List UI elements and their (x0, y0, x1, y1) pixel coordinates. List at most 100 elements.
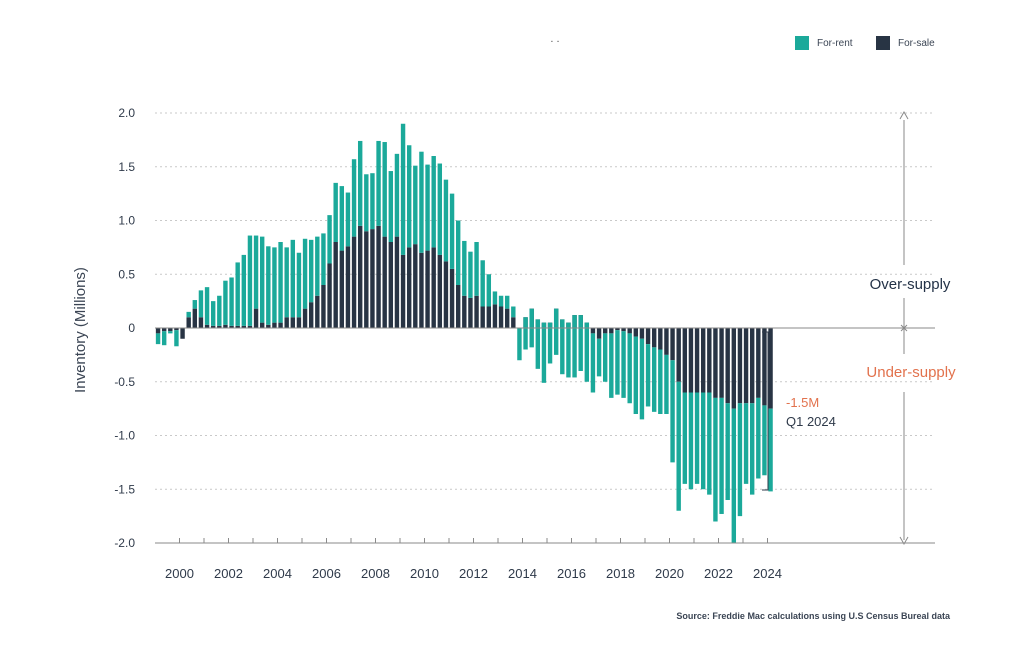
bar-for-rent (315, 236, 320, 296)
bar-for-rent (266, 246, 271, 325)
bar-for-rent (253, 235, 259, 309)
bar-for-sale (504, 308, 510, 328)
bar-for-rent (437, 163, 443, 255)
bar-for-rent (174, 330, 179, 347)
y-tick-label: 1.5 (118, 160, 135, 174)
bar-for-sale (639, 328, 645, 339)
bar-for-rent (284, 247, 289, 318)
chart-title-dots: . . (550, 33, 559, 45)
bar-for-rent (278, 242, 283, 323)
x-tick-label: 2008 (361, 566, 390, 581)
bar-for-rent (198, 290, 204, 318)
bar-for-rent (762, 405, 767, 476)
bar-for-sale (259, 322, 265, 328)
bar-for-rent (676, 381, 681, 511)
x-tick-label: 2022 (704, 566, 733, 581)
bar-for-sale (284, 317, 289, 328)
bar-for-rent (406, 145, 412, 248)
bar-for-sale (419, 252, 424, 328)
bar-for-sale (651, 328, 657, 348)
bar-for-rent (204, 287, 210, 325)
bar-for-sale (633, 328, 639, 337)
bar-for-rent (639, 338, 645, 420)
bar-for-rent (388, 171, 394, 242)
bar-for-rent (756, 397, 761, 479)
bar-for-sale (290, 317, 296, 328)
bar-for-rent (504, 295, 510, 309)
bar-for-sale (247, 325, 253, 328)
y-tick-label: -0.5 (114, 375, 135, 389)
bar-for-rent (541, 322, 547, 383)
bar-for-sale (180, 328, 185, 339)
bar-for-rent (431, 156, 436, 248)
bar-for-sale (210, 325, 216, 328)
bar-for-rent (627, 333, 632, 404)
x-marker (900, 324, 908, 332)
bar-for-sale (278, 322, 283, 328)
bar-for-rent (155, 333, 161, 345)
bar-for-rent (192, 300, 198, 309)
x-tick-label: 2010 (410, 566, 439, 581)
bar-for-rent (290, 239, 296, 318)
bar-for-sale (756, 328, 761, 398)
bar-for-rent (578, 315, 583, 371)
x-tick-label: 2018 (606, 566, 635, 581)
bar-for-sale (315, 295, 320, 328)
bar-for-sale (333, 242, 338, 328)
bar-for-rent (241, 254, 247, 326)
bar-for-sale (192, 308, 198, 328)
bar-for-sale (474, 295, 479, 328)
bar-for-rent (400, 123, 406, 255)
x-tick-label: 2004 (263, 566, 292, 581)
bar-for-sale (455, 285, 461, 328)
bar-for-rent (707, 392, 712, 495)
bar-for-rent (480, 260, 485, 307)
bar-for-rent (553, 308, 559, 355)
bar-for-rent (161, 331, 167, 346)
bar-for-sale (486, 306, 492, 328)
bar-for-rent (364, 174, 369, 232)
bar-for-sale (161, 328, 167, 332)
bar-for-sale (253, 308, 259, 328)
bar-for-rent (645, 344, 651, 407)
bar-for-sale (492, 304, 498, 328)
bar-for-sale (443, 261, 449, 328)
bar-for-sale (449, 268, 455, 328)
bar-for-sale (308, 302, 314, 328)
bar-for-sale (700, 328, 706, 393)
bar-for-rent (247, 235, 253, 326)
bar-for-rent (498, 295, 504, 307)
latest-date-label: Q1 2024 (786, 414, 836, 429)
bar-for-sale (713, 328, 718, 398)
bar-for-rent (186, 311, 191, 318)
bar-for-rent (719, 397, 724, 514)
bar-for-rent (584, 322, 590, 382)
bar-for-rent (351, 159, 357, 237)
bar-for-rent (535, 319, 541, 369)
y-tick-label: 1.0 (118, 214, 135, 228)
bar-for-rent (633, 336, 639, 414)
bar-for-sale (186, 317, 191, 328)
bar-for-sale (694, 328, 700, 393)
y-tick-label: -1.0 (114, 429, 135, 443)
bar-for-rent (737, 403, 743, 517)
bar-for-sale (364, 231, 369, 328)
bar-for-sale (468, 297, 473, 328)
bar-for-rent (376, 140, 381, 226)
bar-for-sale (388, 242, 394, 328)
bar-for-sale (431, 247, 436, 328)
bar-for-sale (168, 328, 173, 332)
bar-for-rent (223, 280, 228, 325)
x-tick-label: 2016 (557, 566, 586, 581)
bar-for-rent (425, 164, 430, 251)
bar-for-sale (327, 263, 332, 328)
x-axis: 2000 2002 2004 2006 2008 2010 2012 2014 2016 2018… (155, 327, 935, 581)
bar-for-sale (743, 328, 749, 404)
bar-for-rent (462, 240, 467, 296)
y-tick-label: -2.0 (114, 536, 135, 550)
bar-for-rent (235, 262, 240, 326)
bar-for-rent (449, 193, 455, 269)
y-axis-label: Inventory (Millions) (72, 267, 89, 393)
bar-for-sale (204, 324, 210, 328)
